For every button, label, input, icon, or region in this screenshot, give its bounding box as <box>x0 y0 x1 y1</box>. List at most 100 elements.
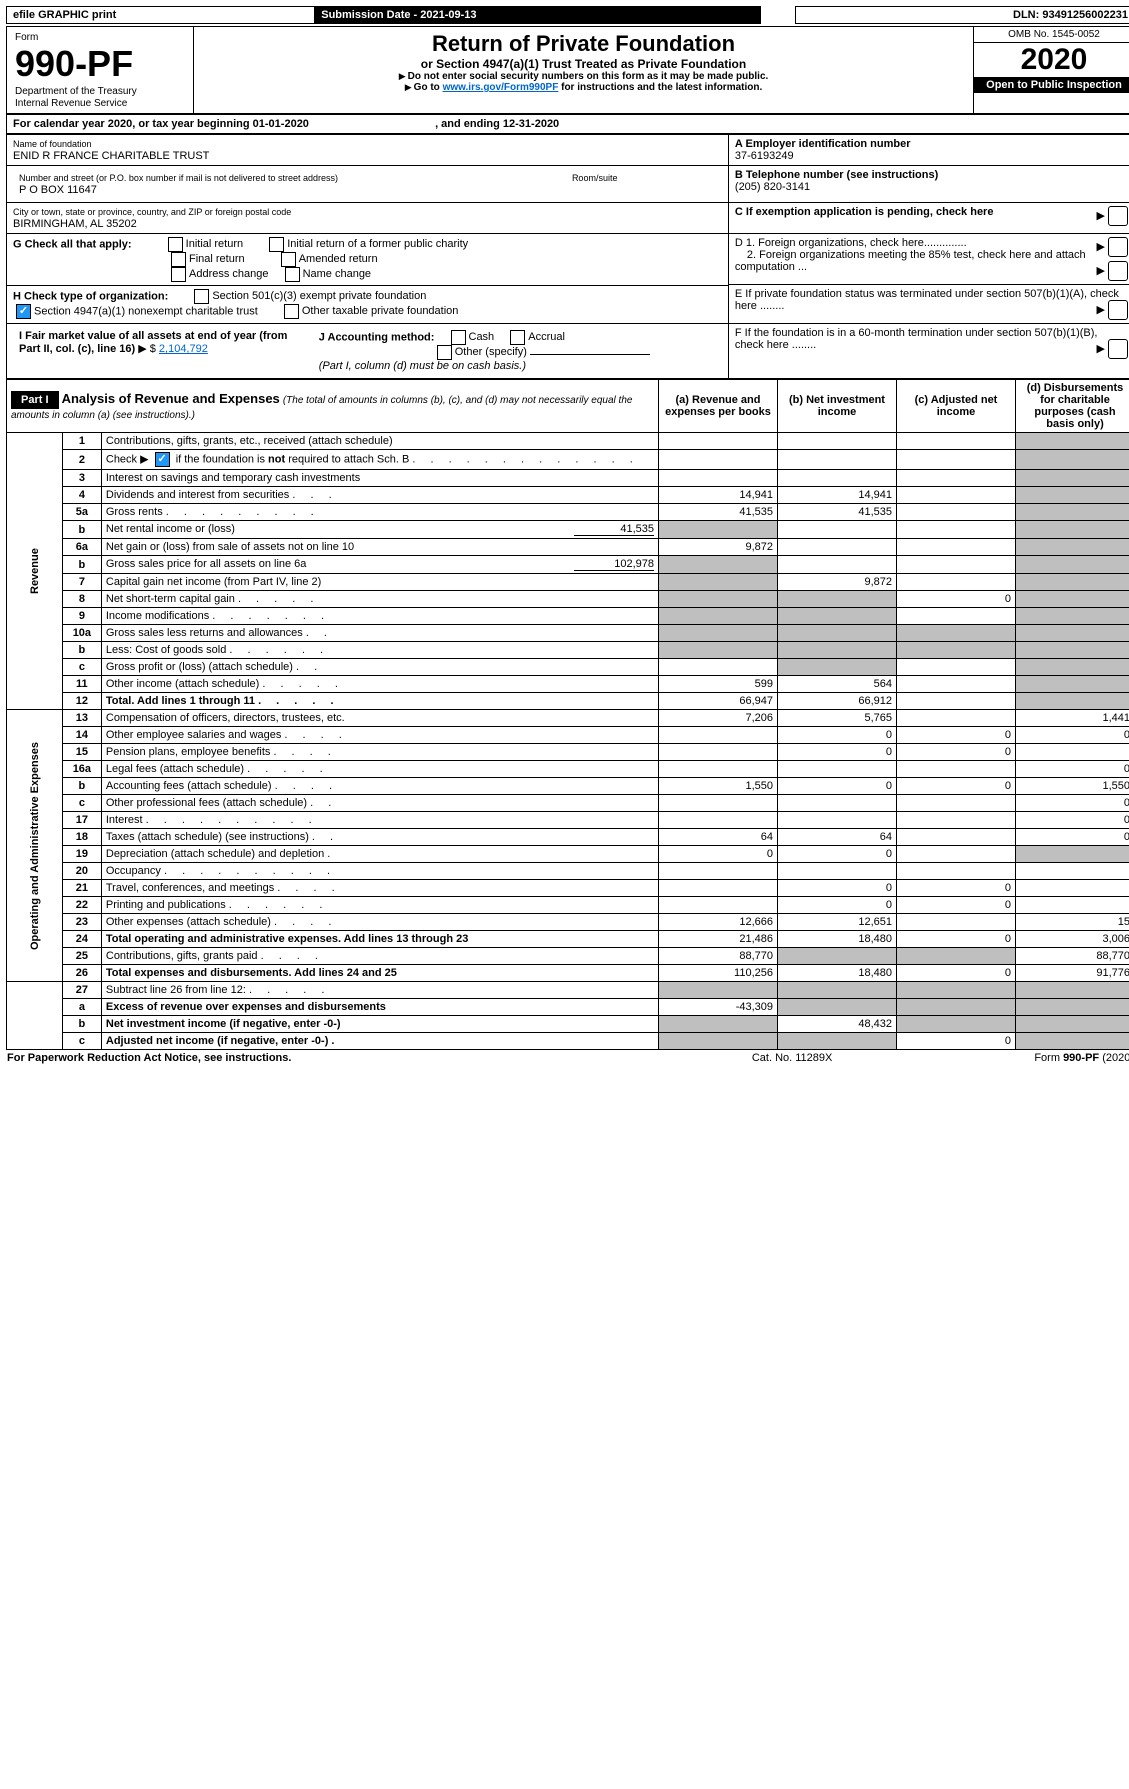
cell-b <box>778 433 897 450</box>
f-label: F If the foundation is in a 60-month ter… <box>735 327 1098 351</box>
d1-checkbox[interactable] <box>1108 237 1128 257</box>
g-final-checkbox[interactable] <box>171 252 186 267</box>
col-a-header: (a) Revenue and expenses per books <box>659 380 778 433</box>
cell-b <box>778 539 897 556</box>
h-opt1: Section 501(c)(3) exempt private foundat… <box>212 290 426 302</box>
omb-number: OMB No. 1545-0052 <box>974 27 1129 43</box>
cell-a <box>659 659 778 676</box>
cell-c <box>897 795 1016 812</box>
form990pf-link[interactable]: www.irs.gov/Form990PF <box>443 82 559 93</box>
note2-pre: Go to <box>414 82 443 93</box>
table-row: aExcess of revenue over expenses and dis… <box>7 999 1129 1016</box>
g-opt1: Initial return of a former public charit… <box>287 238 468 250</box>
line-desc: Other income (attach schedule) . . . . . <box>101 676 658 693</box>
j-accrual: Accrual <box>528 331 565 343</box>
cell-b <box>778 1033 897 1050</box>
line-desc: Other expenses (attach schedule) . . . . <box>101 914 658 931</box>
h-501c3-checkbox[interactable] <box>194 289 209 304</box>
cell-c <box>897 556 1016 574</box>
col-b-header: (b) Net investment income <box>778 380 897 433</box>
cell-d <box>1016 676 1129 693</box>
cell-c <box>897 914 1016 931</box>
table-row: 10aGross sales less returns and allowanc… <box>7 625 1129 642</box>
room-label: Room/suite <box>572 173 618 183</box>
h-4947-checkbox[interactable]: ✓ <box>16 304 31 319</box>
g-name-checkbox[interactable] <box>285 267 300 282</box>
footer-mid: Cat. No. 11289X <box>693 1050 891 1065</box>
table-row: 7Capital gain net income (from Part IV, … <box>7 574 1129 591</box>
cell-a: 21,486 <box>659 931 778 948</box>
tel-value: (205) 820-3141 <box>735 181 810 193</box>
cell-a <box>659 897 778 914</box>
cell-a <box>659 1033 778 1050</box>
f-checkbox[interactable] <box>1108 339 1128 359</box>
bottom-spacer <box>7 982 63 1050</box>
cell-b: 9,872 <box>778 574 897 591</box>
cell-a <box>659 880 778 897</box>
cal-end: 12-31-2020 <box>503 118 559 130</box>
g-amended-checkbox[interactable] <box>281 252 296 267</box>
sch-b-checkbox[interactable]: ✓ <box>155 452 170 467</box>
cell-c <box>897 642 1016 659</box>
expenses-section-label: Operating and Administrative Expenses <box>7 710 63 982</box>
cell-c: 0 <box>897 744 1016 761</box>
table-row: 24Total operating and administrative exp… <box>7 931 1129 948</box>
cell-a <box>659 556 778 574</box>
cell-b: 18,480 <box>778 931 897 948</box>
table-row: bLess: Cost of goods sold . . . . . . <box>7 642 1129 659</box>
line-number: 2 <box>62 450 101 470</box>
cell-d: 88,770 <box>1016 948 1129 965</box>
h-opt3: Other taxable private foundation <box>302 305 459 317</box>
line-desc: Contributions, gifts, grants, etc., rece… <box>101 433 658 450</box>
cell-b: 564 <box>778 676 897 693</box>
line-desc: Income modifications . . . . . . . <box>101 608 658 625</box>
calendar-row: For calendar year 2020, or tax year begi… <box>6 114 1129 134</box>
line-number: 23 <box>62 914 101 931</box>
line-number: c <box>62 1033 101 1050</box>
cell-c <box>897 761 1016 778</box>
cell-c <box>897 521 1016 539</box>
cell-d <box>1016 744 1129 761</box>
cell-d: 0 <box>1016 812 1129 829</box>
line-number: b <box>62 642 101 659</box>
open-inspection: Open to Public Inspection <box>974 77 1129 93</box>
j-cash-checkbox[interactable] <box>451 330 466 345</box>
line-desc: Excess of revenue over expenses and disb… <box>101 999 658 1016</box>
form-title: Return of Private Foundation <box>202 31 965 57</box>
line-number: 15 <box>62 744 101 761</box>
cell-d <box>1016 659 1129 676</box>
form-header: Form 990-PF Department of the Treasury I… <box>6 26 1129 114</box>
g-address-checkbox[interactable] <box>171 267 186 282</box>
cell-c <box>897 982 1016 999</box>
table-row: 20Occupancy . . . . . . . . . . <box>7 863 1129 880</box>
g-former-checkbox[interactable] <box>269 237 284 252</box>
table-row: Operating and Administrative Expenses13C… <box>7 710 1129 727</box>
table-row: 6aNet gain or (loss) from sale of assets… <box>7 539 1129 556</box>
col-c-header: (c) Adjusted net income <box>897 380 1016 433</box>
cell-c <box>897 433 1016 450</box>
e-checkbox[interactable] <box>1108 300 1128 320</box>
table-row: 3Interest on savings and temporary cash … <box>7 470 1129 487</box>
line-number: 19 <box>62 846 101 863</box>
j-accrual-checkbox[interactable] <box>510 330 525 345</box>
cell-b: 0 <box>778 880 897 897</box>
cell-c <box>897 863 1016 880</box>
j-other-checkbox[interactable] <box>437 345 452 360</box>
h-other-checkbox[interactable] <box>284 304 299 319</box>
d2-checkbox[interactable] <box>1108 261 1128 281</box>
line-number: 5a <box>62 504 101 521</box>
cell-d <box>1016 1033 1129 1050</box>
line-number: 18 <box>62 829 101 846</box>
cell-a: 110,256 <box>659 965 778 982</box>
footer: For Paperwork Reduction Act Notice, see … <box>6 1050 1129 1065</box>
cell-b <box>778 812 897 829</box>
line-number: b <box>62 1016 101 1033</box>
cell-a <box>659 625 778 642</box>
c-checkbox[interactable] <box>1108 206 1128 226</box>
line-number: 6a <box>62 539 101 556</box>
g-initial-checkbox[interactable] <box>168 237 183 252</box>
footer-left: For Paperwork Reduction Act Notice, see … <box>7 1052 291 1064</box>
cell-a: 66,947 <box>659 693 778 710</box>
i-value[interactable]: 2,104,792 <box>159 343 208 355</box>
revenue-section-label: Revenue <box>7 433 63 710</box>
